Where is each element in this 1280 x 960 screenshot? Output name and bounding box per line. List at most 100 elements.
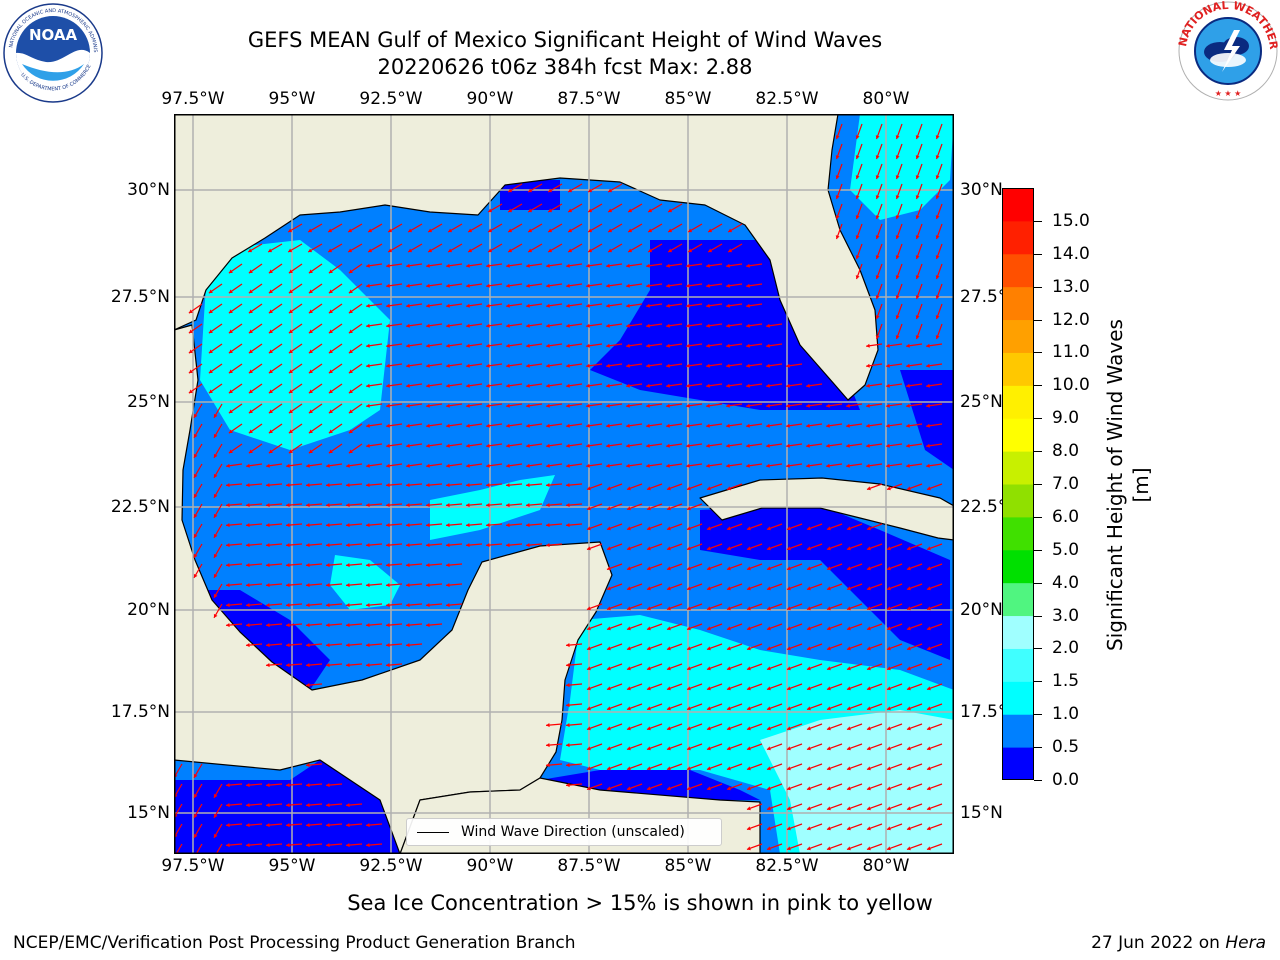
- wave-direction-arrowhead: [826, 726, 831, 731]
- wave-direction-arrowhead: [466, 263, 470, 268]
- wave-direction-arrowhead: [926, 746, 931, 751]
- wave-direction-arrowhead: [346, 503, 350, 508]
- wave-direction-arrowhead: [606, 383, 610, 388]
- wave-direction-arrowhead: [346, 483, 350, 488]
- wave-direction-arrowhead: [806, 586, 811, 591]
- colorbar-segment: [1002, 286, 1034, 321]
- wave-direction-arrowhead: [228, 369, 233, 374]
- wave-direction-arrowhead: [526, 503, 530, 508]
- wave-direction-arrowhead: [606, 586, 611, 591]
- wave-direction-arrowhead: [286, 523, 290, 528]
- wave-direction-arrowhead: [386, 263, 390, 268]
- wave-direction-arrowhead: [866, 586, 871, 591]
- wave-direction-arrowhead: [266, 643, 270, 648]
- wave-direction-arrowhead: [586, 383, 590, 388]
- wave-direction-arrowhead: [526, 323, 530, 328]
- wave-direction-arrowhead: [288, 389, 293, 394]
- wave-direction-arrowhead: [766, 403, 770, 408]
- wave-direction-arrowhead: [666, 646, 671, 651]
- wave-direction-arrowhead: [466, 543, 470, 548]
- wave-direction-arrowhead: [246, 503, 250, 508]
- wave-direction-arrowhead: [213, 493, 218, 498]
- wave-direction-arrowhead: [266, 843, 270, 848]
- colorbar-tick-label: 3.0: [1052, 605, 1080, 626]
- wave-direction-arrowhead: [826, 463, 830, 468]
- wave-direction-arrowhead: [835, 195, 840, 200]
- wave-direction-arrowhead: [406, 623, 410, 628]
- wave-direction-arrowhead: [328, 449, 333, 454]
- wave-direction-arrowhead: [646, 423, 650, 428]
- wave-direction-arrowhead: [188, 329, 193, 334]
- wave-direction-arrowhead: [548, 188, 553, 193]
- wave-direction-arrowhead: [246, 523, 250, 528]
- wave-direction-arrowhead: [248, 289, 253, 294]
- wave-direction-arrowhead: [886, 606, 891, 611]
- wave-direction-arrowhead: [846, 546, 851, 551]
- wave-direction-arrowhead: [506, 343, 510, 348]
- wave-direction-arrowhead: [466, 443, 470, 448]
- wave-direction-arrowhead: [915, 235, 920, 240]
- wave-direction-arrowhead: [246, 803, 250, 808]
- wave-direction-arrowhead: [866, 726, 871, 731]
- wave-direction-arrowhead: [766, 766, 771, 771]
- wave-direction-arrowhead: [406, 323, 410, 328]
- wave-direction-arrowhead: [208, 309, 213, 314]
- colorbar-segment: [1002, 188, 1034, 222]
- wave-direction-arrowhead: [586, 746, 591, 751]
- wave-direction-arrowhead: [226, 483, 230, 488]
- wave-direction-arrowhead: [875, 275, 880, 280]
- wave-direction-arrowhead: [846, 626, 851, 631]
- wave-direction-arrowhead: [606, 463, 610, 468]
- wave-direction-arrowhead: [228, 389, 233, 394]
- wave-direction-arrowhead: [366, 463, 370, 468]
- wave-direction-arrowhead: [386, 423, 390, 428]
- wave-direction-arrowhead: [286, 603, 290, 608]
- wave-direction-arrowhead: [726, 283, 730, 288]
- wave-direction-arrowhead: [306, 843, 310, 848]
- wave-direction-arrowhead: [606, 283, 610, 288]
- wave-direction-arrowhead: [326, 823, 330, 828]
- wave-direction-arrowhead: [806, 846, 811, 851]
- wave-direction-arrowhead: [626, 263, 630, 268]
- wave-direction-arrowhead: [895, 295, 900, 300]
- wave-direction-arrowhead: [486, 423, 490, 428]
- wave-direction-arrowhead: [228, 429, 233, 434]
- wave-direction-arrowhead: [806, 606, 811, 611]
- wave-direction-arrowhead: [208, 389, 213, 394]
- wave-direction-arrowhead: [226, 803, 230, 808]
- latitude-tick-right: 15°N: [960, 803, 1003, 823]
- wave-direction-arrowhead: [406, 283, 410, 288]
- wave-direction-arrowhead: [786, 423, 790, 428]
- colorbar-tick-mark: [1034, 352, 1042, 354]
- wave-direction-arrowhead: [213, 613, 218, 618]
- wave-direction-arrowhead: [366, 343, 370, 348]
- wave-direction-arrowhead: [426, 263, 430, 268]
- wave-direction-arrowhead: [766, 706, 771, 711]
- longitude-tick-bottom: 95°W: [268, 856, 316, 876]
- wave-direction-arrowhead: [446, 603, 450, 608]
- wave-direction-arrowhead: [726, 646, 731, 651]
- wave-direction-arrowhead: [915, 315, 920, 320]
- wave-direction-arrowhead: [726, 726, 731, 731]
- wave-direction-arrowhead: [546, 743, 550, 748]
- wave-direction-arrowhead: [926, 726, 931, 731]
- wave-direction-arrowhead: [213, 793, 218, 798]
- wave-direction-arrowhead: [915, 215, 920, 220]
- wave-direction-arrowhead: [866, 423, 870, 428]
- wave-direction-arrowhead: [846, 766, 851, 771]
- wave-direction-arrowhead: [586, 646, 591, 651]
- wave-direction-arrowhead: [286, 623, 290, 628]
- wave-direction-arrowhead: [266, 563, 270, 568]
- wave-direction-arrowhead: [348, 369, 353, 374]
- wave-direction-arrowhead: [506, 443, 510, 448]
- wave-direction-arrowhead: [446, 283, 450, 288]
- wave-direction-arrowhead: [308, 269, 313, 274]
- footer-date: 27 Jun 2022 on Hera: [1091, 933, 1266, 953]
- wave-direction-arrowhead: [646, 666, 651, 671]
- wave-direction-arrowhead: [526, 263, 530, 268]
- wave-direction-arrowhead: [726, 526, 731, 531]
- wave-direction-arrowhead: [566, 743, 570, 748]
- wave-direction-arrowhead: [506, 263, 510, 268]
- wave-direction-arrowhead: [686, 586, 691, 591]
- wave-direction-arrowhead: [213, 813, 218, 818]
